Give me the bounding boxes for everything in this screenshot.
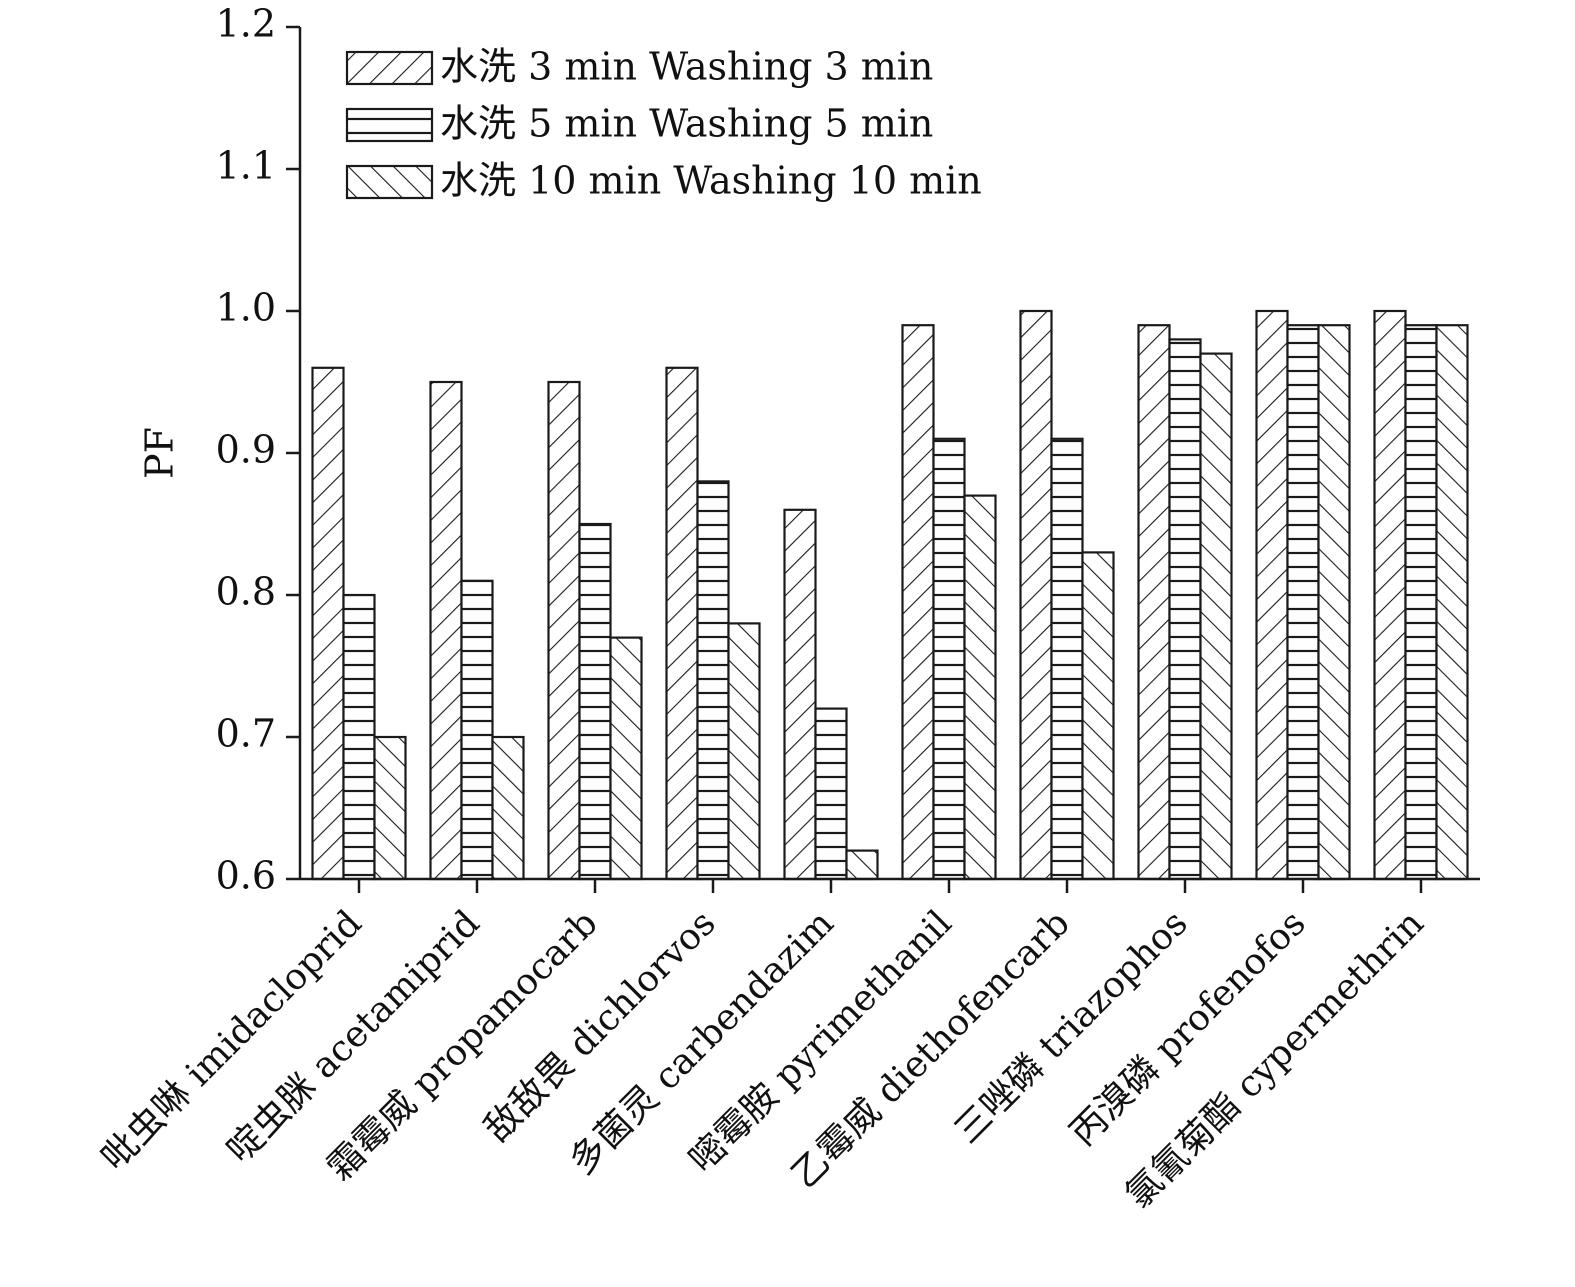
bar-3-7 bbox=[1081, 551, 1115, 881]
legend-label: 水洗 10 min Washing 10 min bbox=[440, 159, 982, 203]
y-tick-label: 0.6 bbox=[216, 854, 276, 898]
bar-2-3 bbox=[578, 522, 612, 881]
y-tick-label: 1.1 bbox=[216, 144, 276, 188]
x-axis-ticks bbox=[357, 879, 1423, 893]
bar-3-9 bbox=[1317, 324, 1351, 881]
bar-2-6 bbox=[932, 437, 966, 881]
legend-label: 水洗 5 min Washing 5 min bbox=[440, 102, 933, 146]
legend-swatch bbox=[345, 107, 434, 143]
bar-1-5 bbox=[783, 508, 817, 881]
bar-3-6 bbox=[963, 494, 997, 881]
legend-swatch bbox=[345, 50, 434, 86]
bar-2-7 bbox=[1050, 437, 1084, 881]
y-axis-title: PF bbox=[138, 427, 182, 479]
bar-1-7 bbox=[1019, 309, 1053, 881]
bar-2-10 bbox=[1404, 324, 1438, 881]
bar-1-9 bbox=[1255, 309, 1289, 881]
legend: 水洗 3 min Washing 3 min 水洗 5 min Washing 5… bbox=[345, 45, 982, 203]
y-tick-label: 1.2 bbox=[216, 2, 276, 46]
x-category-label: 敌敌畏 dichlorvos bbox=[477, 903, 724, 1150]
bar-2-5 bbox=[814, 707, 848, 881]
bar-3-3 bbox=[609, 636, 643, 881]
x-category-label: 三唑磷 triazophos bbox=[947, 903, 1196, 1152]
y-tick-label: 0.7 bbox=[216, 712, 276, 756]
bar-2-1 bbox=[342, 593, 376, 881]
bar-3-2 bbox=[491, 735, 525, 881]
bar-2-8 bbox=[1168, 338, 1202, 881]
legend-swatch bbox=[345, 164, 434, 200]
bar-1-4 bbox=[665, 366, 699, 881]
bar-3-5 bbox=[845, 849, 879, 881]
bar-2-2 bbox=[460, 579, 494, 881]
bar-1-2 bbox=[429, 380, 463, 881]
bar-1-6 bbox=[901, 324, 935, 881]
bar-3-4 bbox=[727, 622, 761, 881]
bar-2-4 bbox=[696, 480, 730, 881]
y-tick-label: 1.0 bbox=[216, 286, 276, 330]
bar-1-8 bbox=[1137, 324, 1171, 881]
bar-2-9 bbox=[1286, 324, 1320, 881]
bar-3-8 bbox=[1199, 352, 1233, 881]
bar-1-1 bbox=[311, 366, 345, 881]
bar-1-10 bbox=[1373, 309, 1407, 881]
legend-label: 水洗 3 min Washing 3 min bbox=[440, 45, 933, 89]
bar-3-10 bbox=[1435, 324, 1469, 881]
bar-1-3 bbox=[547, 380, 581, 881]
y-axis-ticks: 0.6 0.7 0.8 0.9 1.0 1.1 1.2 bbox=[216, 2, 300, 898]
y-tick-label: 0.9 bbox=[216, 428, 276, 472]
bar-3-1 bbox=[373, 735, 407, 881]
bars-layer bbox=[311, 309, 1469, 881]
y-tick-label: 0.8 bbox=[216, 570, 276, 614]
